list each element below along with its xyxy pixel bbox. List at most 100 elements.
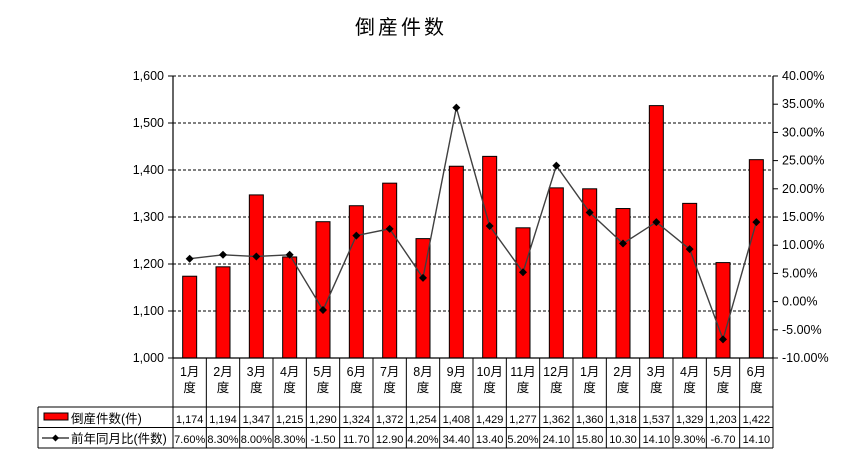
table-cell: 1,429: [476, 414, 504, 426]
x-axis-label-line1: 5月: [313, 365, 332, 379]
x-axis-label-line1: 1月: [180, 365, 199, 379]
y-axis-right-label: 5.00%: [782, 266, 817, 280]
line-marker-diamond: [252, 252, 261, 261]
table-cell: 1,537: [643, 414, 671, 426]
legend-swatch-bar: [43, 412, 69, 421]
bar: [215, 266, 231, 359]
legend-marker-diamond: [52, 434, 59, 442]
table-cell: -6.70: [710, 434, 735, 446]
table-cell: 1,290: [309, 414, 337, 426]
table-cell: 1,194: [209, 414, 237, 426]
y-axis-left-label: 1,400: [133, 163, 164, 177]
line-marker-diamond: [419, 273, 427, 282]
x-axis-label-line1: 2月: [613, 365, 632, 379]
bar: [248, 194, 264, 359]
y-axis-right-label: -5.00%: [782, 323, 822, 337]
chart-title: 倒産件数: [355, 17, 447, 39]
line-marker-diamond: [219, 250, 227, 259]
x-axis-label-line2: 度: [650, 380, 663, 395]
table-cell: 1,408: [443, 414, 471, 426]
table-cell: 1,324: [343, 414, 371, 426]
y-axis-right-label: 15.00%: [782, 210, 824, 224]
table-cell: 1,372: [376, 414, 404, 426]
y-axis-left-label: 1,500: [133, 116, 164, 130]
x-axis-label-line1: 3月: [647, 365, 666, 379]
line-marker-diamond: [685, 245, 694, 254]
x-axis-label-line2: 度: [217, 380, 230, 395]
line-marker-diamond: [485, 222, 494, 231]
x-axis-label-line2: 度: [617, 380, 630, 395]
x-axis-label-line2: 度: [250, 380, 263, 395]
x-axis-label-line2: 度: [450, 380, 463, 395]
line-marker-diamond: [652, 218, 661, 227]
line-marker-diamond: [319, 306, 327, 315]
line-marker-diamond: [352, 231, 361, 240]
x-axis-label-line2: 度: [717, 380, 730, 395]
x-axis-label-line1: 6月: [347, 365, 366, 379]
bar: [548, 187, 564, 359]
table-cell: 1,360: [576, 414, 604, 426]
table-cell: 1,254: [409, 414, 437, 426]
bar: [482, 155, 498, 359]
table-cell: 4.20%: [407, 434, 438, 446]
y-axis-right-label: 20.00%: [782, 182, 824, 196]
table-cell: 8.00%: [241, 434, 272, 446]
x-axis-label-line1: 10月: [476, 365, 502, 379]
x-axis-label-line2: 度: [550, 380, 563, 395]
x-axis-label-line2: 度: [383, 380, 396, 395]
bar: [448, 165, 464, 359]
y-axis-left-label: 1,600: [133, 69, 164, 83]
table-cell: 1,277: [509, 414, 537, 426]
y-axis-left-label: 1,300: [133, 210, 164, 224]
table-cell: 8.30%: [207, 434, 238, 446]
bar: [715, 262, 731, 359]
x-axis-label-line2: 度: [683, 380, 696, 395]
table-cell: 1,329: [676, 414, 704, 426]
y-axis-right-label: 0.00%: [782, 295, 817, 309]
x-axis-label-line1: 6月: [747, 365, 766, 379]
table-cell: 5.20%: [507, 434, 538, 446]
table-cell: 1,174: [176, 414, 204, 426]
x-axis-label-line2: 度: [483, 380, 496, 395]
line-marker-diamond: [385, 224, 394, 233]
x-axis-label-line1: 1月: [580, 365, 599, 379]
y-axis-left-label: 1,100: [133, 304, 164, 318]
legend-label-bar: 倒産件数(件): [71, 411, 142, 426]
line-marker-diamond: [185, 254, 194, 263]
y-axis-right-label: 35.00%: [782, 97, 824, 111]
line-marker-diamond: [619, 239, 627, 248]
bar: [282, 256, 298, 359]
y-axis-right-label: 30.00%: [782, 125, 824, 139]
bar: [348, 205, 364, 359]
table-cell: 10.30: [609, 434, 637, 446]
line-marker-diamond: [285, 250, 294, 259]
y-axis-right-label: 40.00%: [782, 69, 824, 83]
bar: [682, 202, 698, 359]
x-axis-label-line2: 度: [417, 380, 430, 395]
line-marker-diamond: [452, 103, 461, 112]
bar: [515, 227, 531, 359]
x-axis-label-line1: 9月: [447, 365, 466, 379]
line-marker-diamond: [519, 268, 527, 277]
x-axis-label-line1: 8月: [413, 365, 432, 379]
x-axis-label-line2: 度: [283, 380, 296, 395]
table-cell: 9.30%: [674, 434, 705, 446]
x-axis-label-line2: 度: [350, 380, 363, 395]
line-marker-diamond: [552, 161, 561, 170]
y-axis-left-label: 1,000: [133, 351, 164, 365]
table-cell: 12.90: [376, 434, 404, 446]
table-cell: 1,215: [276, 414, 304, 426]
x-axis-label-line1: 7月: [380, 365, 399, 379]
x-axis-label-line2: 度: [583, 380, 596, 395]
bar: [615, 208, 631, 359]
table-cell: 1,203: [709, 414, 737, 426]
table-cell: 34.40: [443, 434, 471, 446]
x-axis-label-line1: 2月: [213, 365, 232, 379]
x-axis-label-line1: 4月: [280, 365, 299, 379]
bar: [382, 182, 398, 359]
y-axis-left-label: 1,200: [133, 257, 164, 271]
bar: [748, 159, 764, 359]
table-cell: 14.10: [643, 434, 671, 446]
line-series: [189, 107, 758, 342]
